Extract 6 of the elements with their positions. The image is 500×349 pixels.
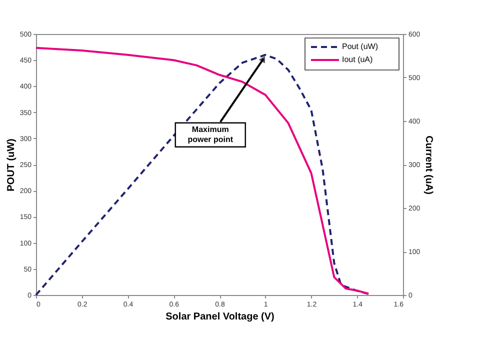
y2-axis-title: Current (uA) xyxy=(423,136,434,194)
legend-label: Iout (uA) xyxy=(342,55,374,64)
y-axis-title: POUT (uW) xyxy=(6,138,17,192)
x-axis-title: Solar Panel Voltage (V) xyxy=(166,312,274,322)
legend-label: Pout (uW) xyxy=(342,42,378,51)
annotation: Maximum power point xyxy=(188,124,234,144)
